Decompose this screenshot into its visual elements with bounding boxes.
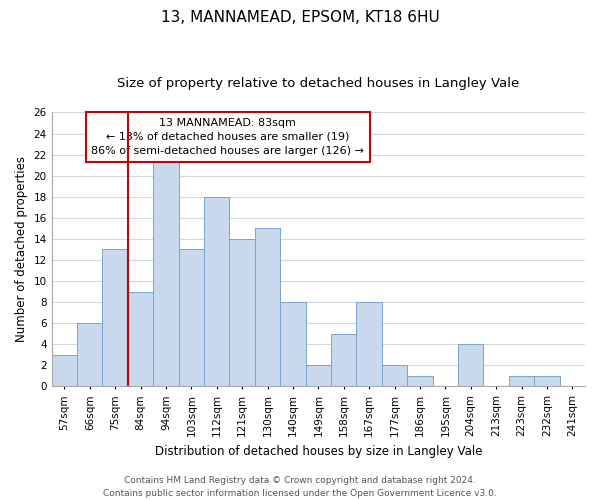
Bar [153, 144, 179, 386]
Bar [103, 250, 128, 386]
Bar [128, 292, 153, 386]
Bar [179, 250, 204, 386]
Y-axis label: Number of detached properties: Number of detached properties [15, 156, 28, 342]
Bar [52, 355, 77, 386]
Bar [458, 344, 484, 387]
Bar [356, 302, 382, 386]
Text: 13 MANNAMEAD: 83sqm
← 13% of detached houses are smaller (19)
86% of semi-detach: 13 MANNAMEAD: 83sqm ← 13% of detached ho… [91, 118, 364, 156]
Title: Size of property relative to detached houses in Langley Vale: Size of property relative to detached ho… [117, 78, 520, 90]
Bar [407, 376, 433, 386]
Bar [255, 228, 280, 386]
Bar [77, 323, 103, 386]
Text: 13, MANNAMEAD, EPSOM, KT18 6HU: 13, MANNAMEAD, EPSOM, KT18 6HU [161, 10, 439, 25]
Text: Contains HM Land Registry data © Crown copyright and database right 2024.
Contai: Contains HM Land Registry data © Crown c… [103, 476, 497, 498]
Bar [229, 239, 255, 386]
Bar [534, 376, 560, 386]
Bar [280, 302, 305, 386]
Bar [509, 376, 534, 386]
Bar [382, 366, 407, 386]
X-axis label: Distribution of detached houses by size in Langley Vale: Distribution of detached houses by size … [155, 444, 482, 458]
Bar [331, 334, 356, 386]
Bar [204, 197, 229, 386]
Bar [305, 366, 331, 386]
